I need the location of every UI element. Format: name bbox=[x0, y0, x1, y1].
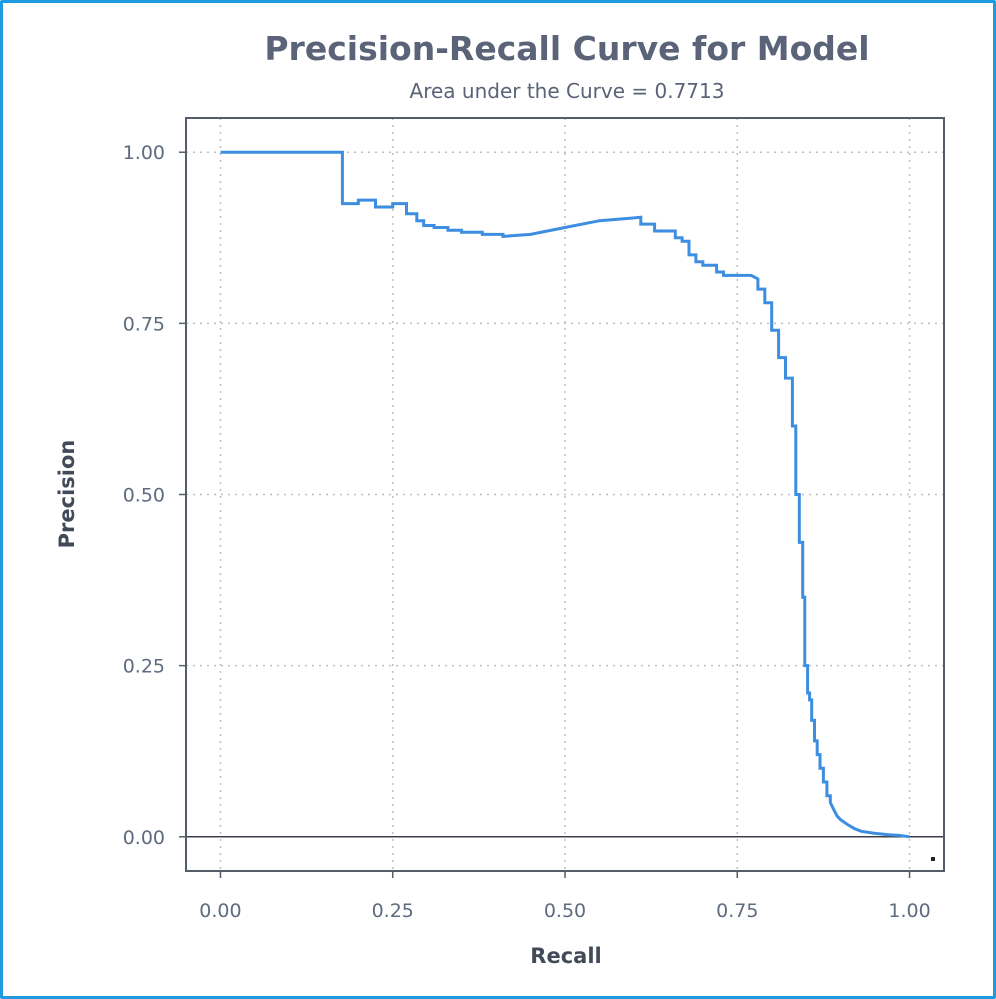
x-tick-label: 0.00 bbox=[199, 900, 241, 922]
y-tick-label: 1.00 bbox=[123, 142, 165, 164]
x-tick-label: 1.00 bbox=[888, 900, 930, 922]
y-tick-label: 0.75 bbox=[123, 313, 165, 335]
y-tick-label: 0.50 bbox=[123, 485, 165, 507]
chart-subtitle: Area under the Curve = 0.7713 bbox=[410, 79, 725, 103]
y-axis-label: Precision bbox=[55, 440, 79, 549]
series-layer bbox=[220, 150, 910, 839]
grid-lines bbox=[186, 118, 944, 871]
y-tick-label: 0.25 bbox=[123, 656, 165, 678]
x-tick-label: 0.50 bbox=[544, 900, 586, 922]
tick-labels: 0.00 0.25 0.50 0.75 1.00 0.00 0.25 0.50 0.75 1.00 bbox=[123, 142, 931, 922]
x-tick-label: 0.75 bbox=[716, 900, 758, 922]
corner-marker bbox=[931, 857, 935, 861]
chart-title: Precision-Recall Curve for Model bbox=[264, 29, 869, 68]
plot-area-border bbox=[185, 117, 945, 872]
axes bbox=[179, 151, 944, 878]
x-tick-label: 0.25 bbox=[372, 900, 414, 922]
pr-curve-line bbox=[220, 150, 910, 839]
x-axis-label: Recall bbox=[530, 944, 601, 968]
y-tick-label: 0.00 bbox=[123, 827, 165, 849]
